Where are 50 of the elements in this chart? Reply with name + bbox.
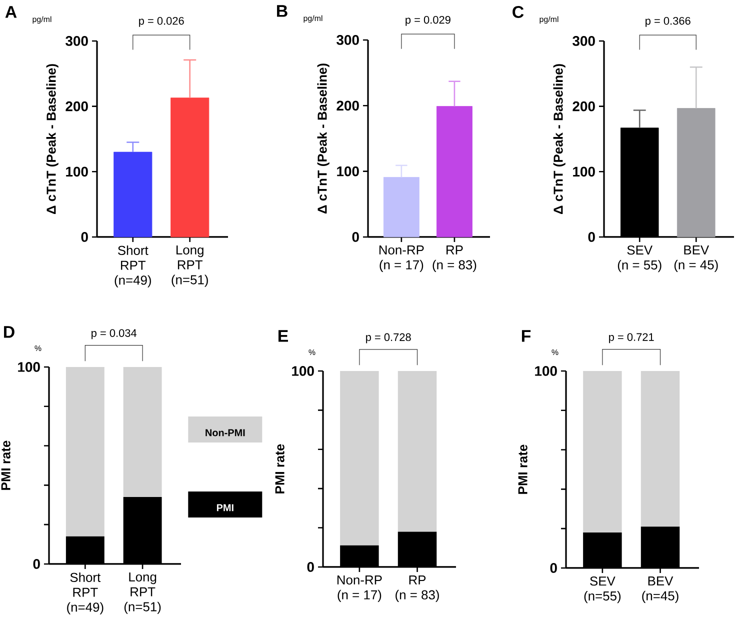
y-tick-label: 0 bbox=[81, 232, 88, 242]
chart-title: A bbox=[5, 6, 17, 18]
y-tick-label: 100 bbox=[573, 166, 595, 177]
y-tick-label: 100 bbox=[292, 366, 314, 376]
chart-title: E bbox=[278, 330, 288, 342]
x-tick-label: Non-RP (n = 17) bbox=[337, 576, 382, 602]
x-tick-label: Non-RP (n = 17) bbox=[379, 246, 424, 272]
x-tick-label: Short RPT (n=49) bbox=[67, 572, 104, 614]
x-tick-label: Long RPT (n=51) bbox=[172, 246, 208, 287]
text: p = 0.034 bbox=[92, 329, 137, 340]
y-tick-label: 0 bbox=[550, 563, 557, 573]
y-tick-label: 100 bbox=[18, 362, 40, 372]
x-tick-label: RP (n = 83) bbox=[396, 576, 439, 602]
text: Non-PMI bbox=[206, 429, 245, 436]
x-tick-label: RP (n = 83) bbox=[432, 246, 476, 272]
y-tick-label: 100 bbox=[337, 166, 359, 176]
text: p = 0.721 bbox=[609, 333, 654, 344]
y-tick-label: 100 bbox=[535, 366, 557, 376]
y-axis-title: PMI rate bbox=[518, 444, 528, 494]
chart-title: D bbox=[4, 326, 14, 338]
x-tick-label: SEV (n = 55) bbox=[618, 246, 662, 272]
y-axis-title: Δ cTnT (Peak - Baseline) bbox=[46, 64, 58, 214]
text: p = 0.029 bbox=[406, 16, 450, 26]
y-axis-title: PMI rate bbox=[1, 440, 10, 490]
y-tick-label: 0 bbox=[352, 232, 359, 242]
chart-title: F bbox=[522, 330, 531, 342]
y-tick-label: 200 bbox=[336, 100, 359, 111]
y-tick-label: 0 bbox=[588, 232, 595, 242]
chart-title: C bbox=[512, 6, 524, 18]
y-tick-label: 300 bbox=[336, 35, 359, 45]
x-tick-label: Long RPT (n=51) bbox=[124, 572, 161, 614]
text: p = 0.728 bbox=[366, 333, 411, 344]
y-tick-label: 300 bbox=[572, 36, 595, 46]
chart-title: B bbox=[277, 5, 288, 17]
y-tick-label: 0 bbox=[307, 562, 314, 572]
x-tick-label: BEV (n = 45) bbox=[674, 246, 718, 272]
y-tick-label: 300 bbox=[66, 36, 88, 46]
text: PMI bbox=[216, 504, 234, 512]
y-tick-label: 100 bbox=[66, 166, 88, 177]
y-tick-label: 0 bbox=[33, 559, 40, 569]
y-axis-title: Δ cTnT (Peak - Baseline) bbox=[553, 64, 566, 214]
text: p = 0.366 bbox=[646, 16, 690, 27]
x-tick-label: BEV (n=45) bbox=[642, 576, 678, 603]
y-tick-label: 200 bbox=[572, 101, 595, 112]
y-axis-title: Δ cTnT (Peak - Baseline) bbox=[317, 64, 330, 214]
y-axis-title: PMI rate bbox=[275, 444, 284, 494]
x-tick-label: SEV (n=55) bbox=[584, 576, 621, 604]
text: p = 0.026 bbox=[139, 16, 184, 27]
y-tick-label: 200 bbox=[66, 101, 88, 112]
x-tick-label: Short RPT (n=49) bbox=[114, 246, 151, 288]
